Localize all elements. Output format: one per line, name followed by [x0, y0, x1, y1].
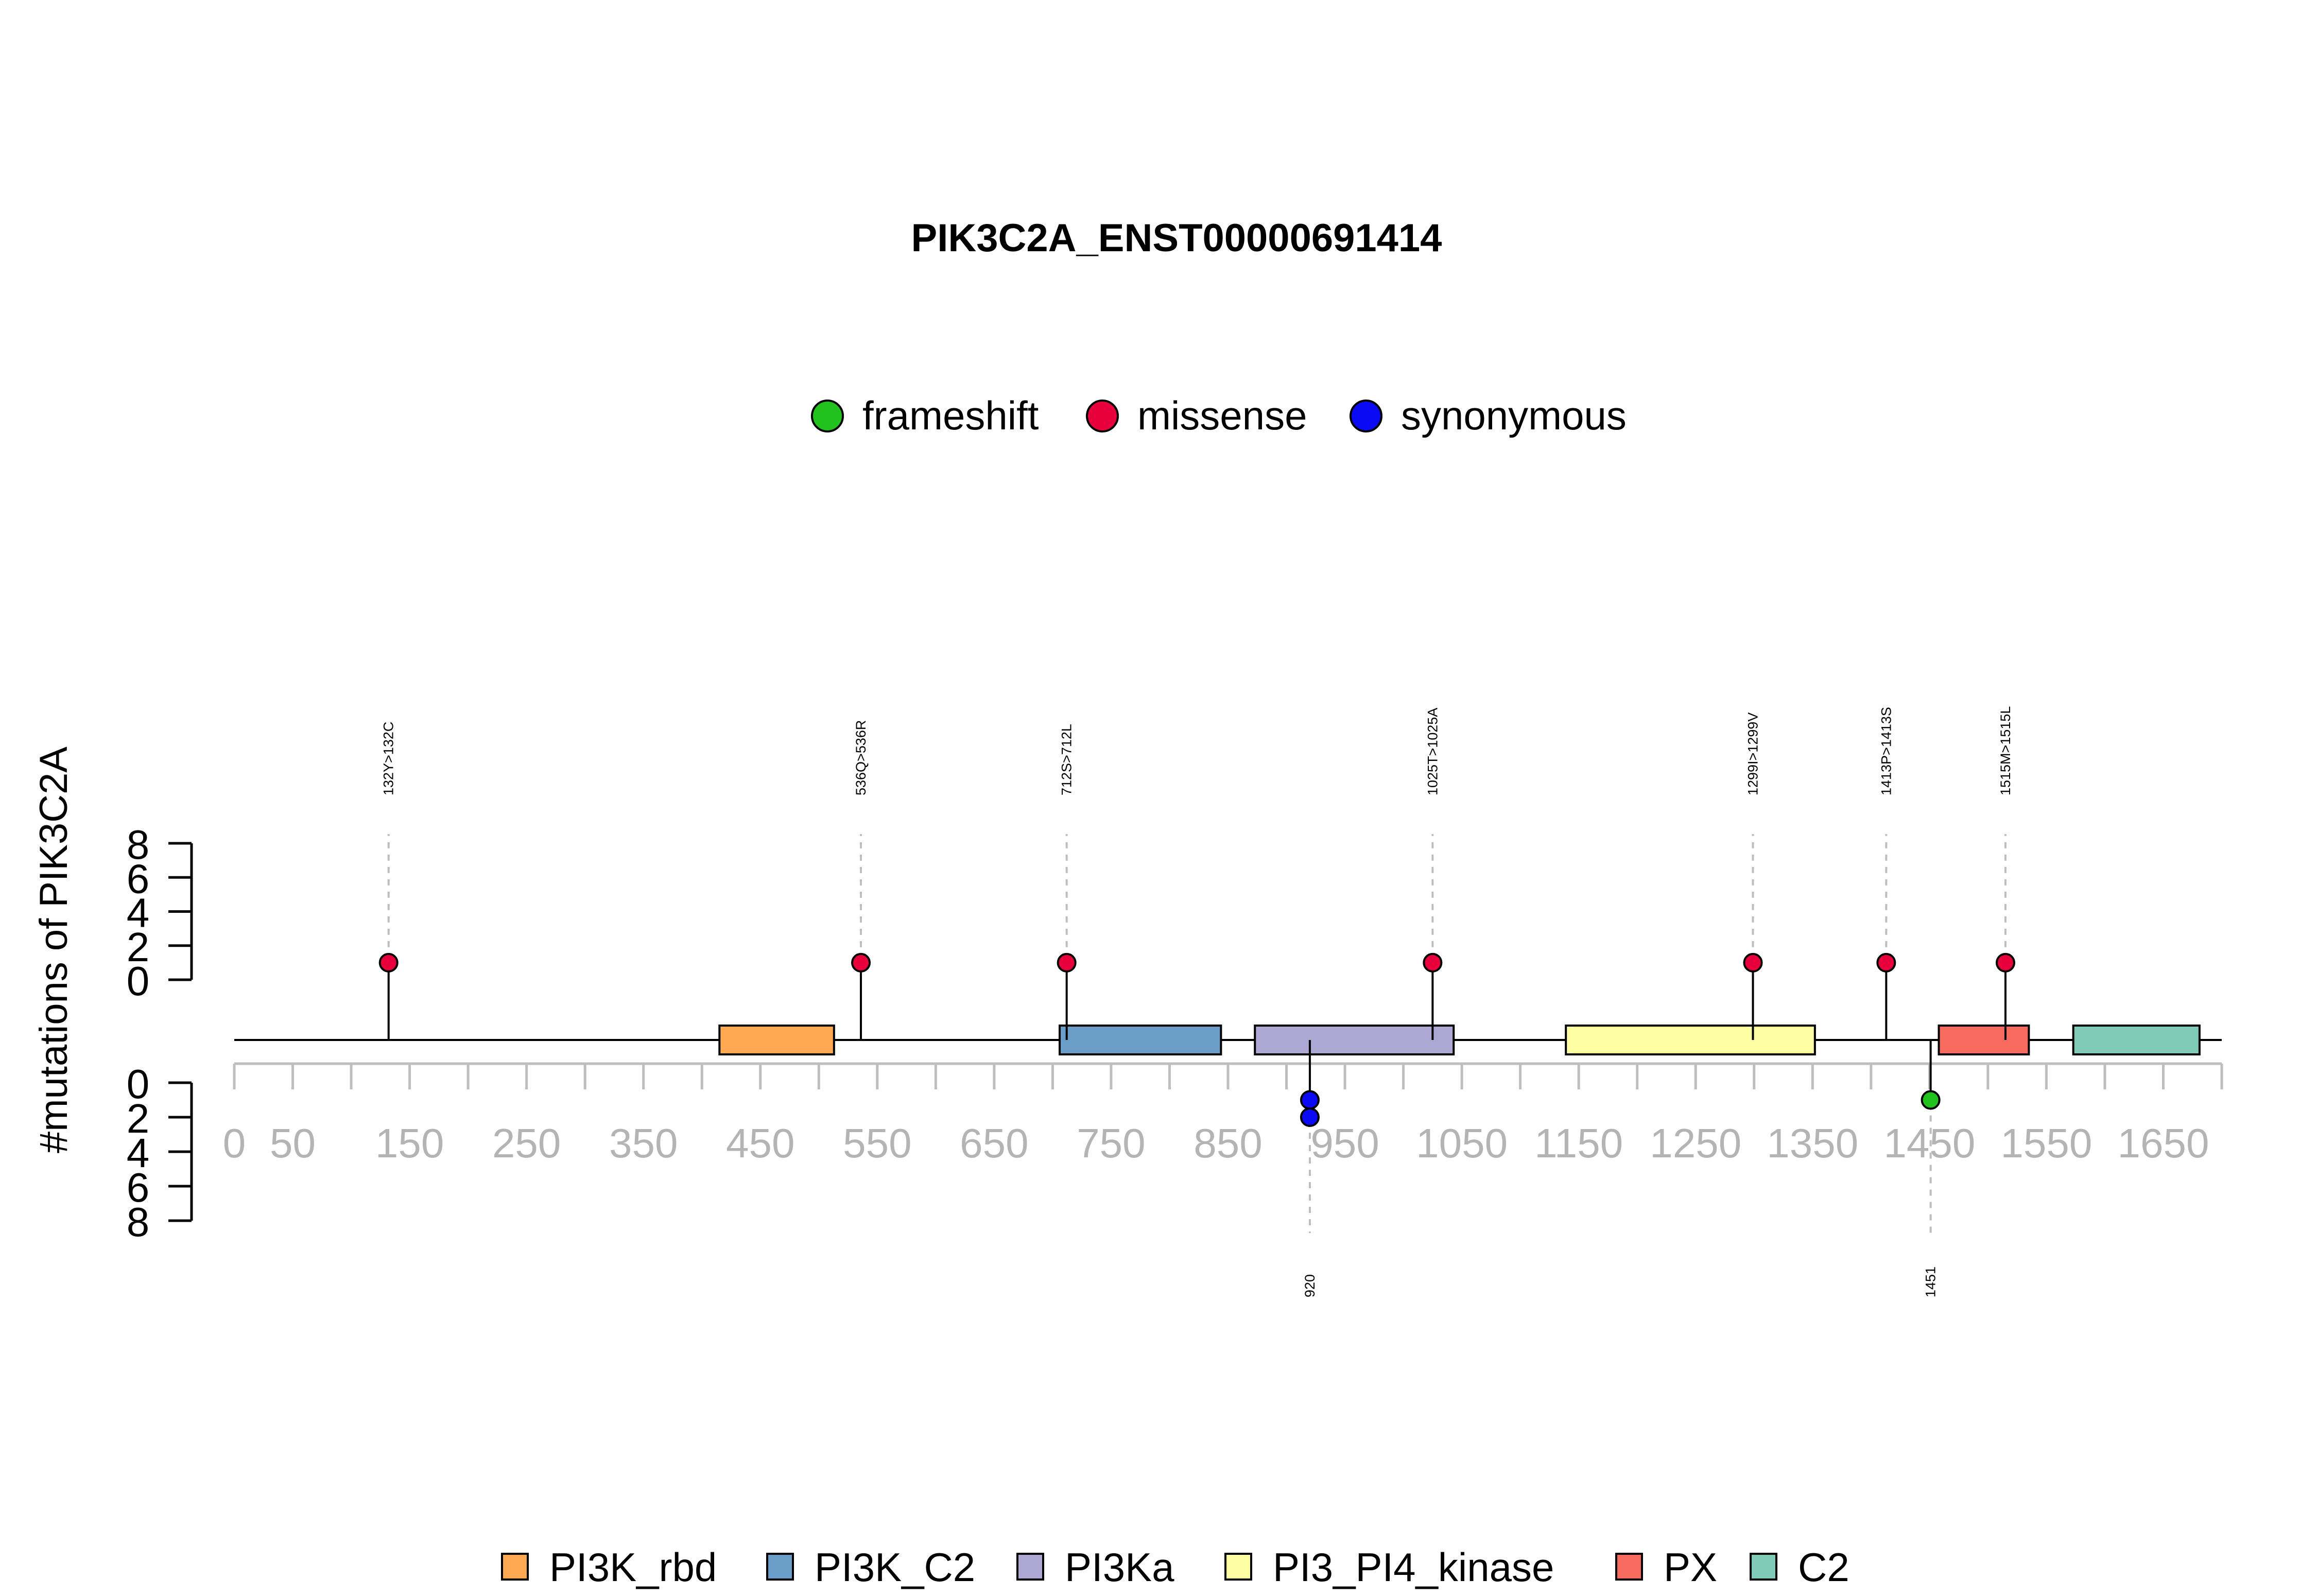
y-axis-label: #mutations of PIK3C2A	[32, 747, 76, 1153]
bottom-y-tick-label: 2	[127, 1096, 150, 1141]
x-tick-label: 650	[960, 1120, 1028, 1166]
mutation-point-missense	[1743, 952, 1763, 973]
domain-legend-label-C2: C2	[1798, 1545, 1849, 1590]
mutation-label: 1413P>1413S	[1878, 707, 1894, 795]
domain-PX	[1938, 1025, 2030, 1055]
mutation-point-missense	[1057, 952, 1077, 973]
top-y-tick-label: 2	[127, 924, 150, 970]
domain-legend-swatch-PI3_PI4_kinase	[1224, 1553, 1252, 1581]
legend-marker-synonymous	[1350, 400, 1382, 432]
mutation-label: 920	[1302, 1274, 1318, 1297]
bottom-y-tick-label: 6	[127, 1165, 150, 1210]
mutation-label: 132Y>132C	[381, 722, 396, 795]
mutation-label: 712S>712L	[1059, 724, 1075, 795]
domain-PI3Ka	[1254, 1025, 1455, 1055]
domain-legend: PI3K_rbd PI3K_C2 PI3Ka PI3_PI4_kinase PX C2	[501, 1545, 1849, 1590]
legend-marker-missense	[1086, 400, 1119, 432]
domain-legend-swatch-PI3K_rbd	[501, 1553, 529, 1581]
domain-PI3_PI4_kinase	[1565, 1025, 1816, 1055]
mutation-point-synonymous	[1300, 1090, 1320, 1110]
mutation-label: 1299I>1299V	[1745, 713, 1760, 795]
domain-legend-swatch-PI3Ka	[1016, 1553, 1044, 1581]
domain-legend-label-PI3K_rbd: PI3K_rbd	[549, 1545, 717, 1590]
mutation-label: 536Q>536R	[853, 720, 869, 795]
x-tick-label: 0	[223, 1120, 246, 1166]
domain-PI3K_C2	[1059, 1025, 1222, 1055]
mutation-label: 1515M>1515L	[1998, 706, 2013, 795]
x-tick-label: 1550	[2000, 1120, 2092, 1166]
top-y-tick-label: 6	[127, 856, 150, 901]
mutation-point-missense	[1876, 952, 1896, 973]
domain-C2	[2072, 1025, 2201, 1055]
x-tick-label: 550	[843, 1120, 911, 1166]
domain-legend-label-PI3Ka: PI3Ka	[1065, 1545, 1174, 1590]
mutation-point-missense	[378, 952, 399, 973]
x-tick-label: 450	[726, 1120, 794, 1166]
mutation-label: 1025T>1025A	[1425, 708, 1440, 795]
top-y-tick-label: 8	[127, 822, 150, 868]
domain-legend-swatch-PX	[1615, 1553, 1643, 1581]
x-tick-label: 1250	[1650, 1120, 1741, 1166]
x-tick-label: 50	[270, 1120, 316, 1166]
protein-domains	[718, 1025, 2201, 1055]
lollipop-heads: 132Y>132C 536Q>536R 712S>712L 1025T>1025A 12…	[378, 706, 2015, 1297]
x-tick-label: 1450	[1883, 1120, 1975, 1166]
legend-label-missense: missense	[1137, 393, 1307, 438]
domain-legend-swatch-PI3K_C2	[766, 1553, 794, 1581]
x-tick-label: 150	[375, 1120, 444, 1166]
domain-PI3K_rbd	[718, 1025, 835, 1055]
bottom-y-tick-label: 8	[127, 1199, 150, 1245]
mutation-lollipops	[387, 962, 2007, 1117]
x-tick-label: 950	[1310, 1120, 1379, 1166]
x-tick-label: 250	[492, 1120, 561, 1166]
x-tick-label: 1650	[2117, 1120, 2209, 1166]
mutation-label: 1451	[1923, 1267, 1939, 1297]
x-tick-label: 1050	[1416, 1120, 1508, 1166]
mutation-point-missense	[851, 952, 871, 973]
top-y-tick-label: 4	[127, 890, 150, 936]
x-tick-label: 850	[1194, 1120, 1262, 1166]
x-tick-label: 750	[1077, 1120, 1145, 1166]
legend-marker-frameshift	[811, 400, 844, 432]
domain-legend-label-PI3K_C2: PI3K_C2	[815, 1545, 975, 1590]
mutation-point-frameshift	[1921, 1090, 1941, 1110]
bottom-y-tick-label: 4	[127, 1130, 150, 1176]
x-tick-label: 1150	[1534, 1120, 1623, 1166]
domain-legend-swatch-C2	[1750, 1553, 1777, 1581]
mutation-point-synonymous	[1300, 1107, 1320, 1127]
chart-title: PIK3C2A_ENST00000691414	[911, 216, 1442, 260]
axes: 0 50 150 250 350 450 550 650 750 850 950 1050 1150 12…	[127, 822, 2223, 1245]
top-y-tick-label: 0	[127, 958, 150, 1004]
domain-legend-label-PX: PX	[1664, 1545, 1717, 1590]
legend-label-frameshift: frameshift	[862, 393, 1039, 438]
bottom-y-tick-label: 0	[127, 1061, 150, 1107]
x-tick-label: 1350	[1767, 1120, 1858, 1166]
mutation-point-missense	[1995, 952, 2015, 973]
legend-label-synonymous: synonymous	[1401, 393, 1627, 438]
mutation-point-missense	[1423, 952, 1443, 973]
mutation-type-legend: frameshift missense synonymous	[811, 393, 1627, 438]
domain-legend-label-PI3_PI4_kinase: PI3_PI4_kinase	[1273, 1545, 1554, 1590]
x-tick-label: 350	[609, 1120, 678, 1166]
